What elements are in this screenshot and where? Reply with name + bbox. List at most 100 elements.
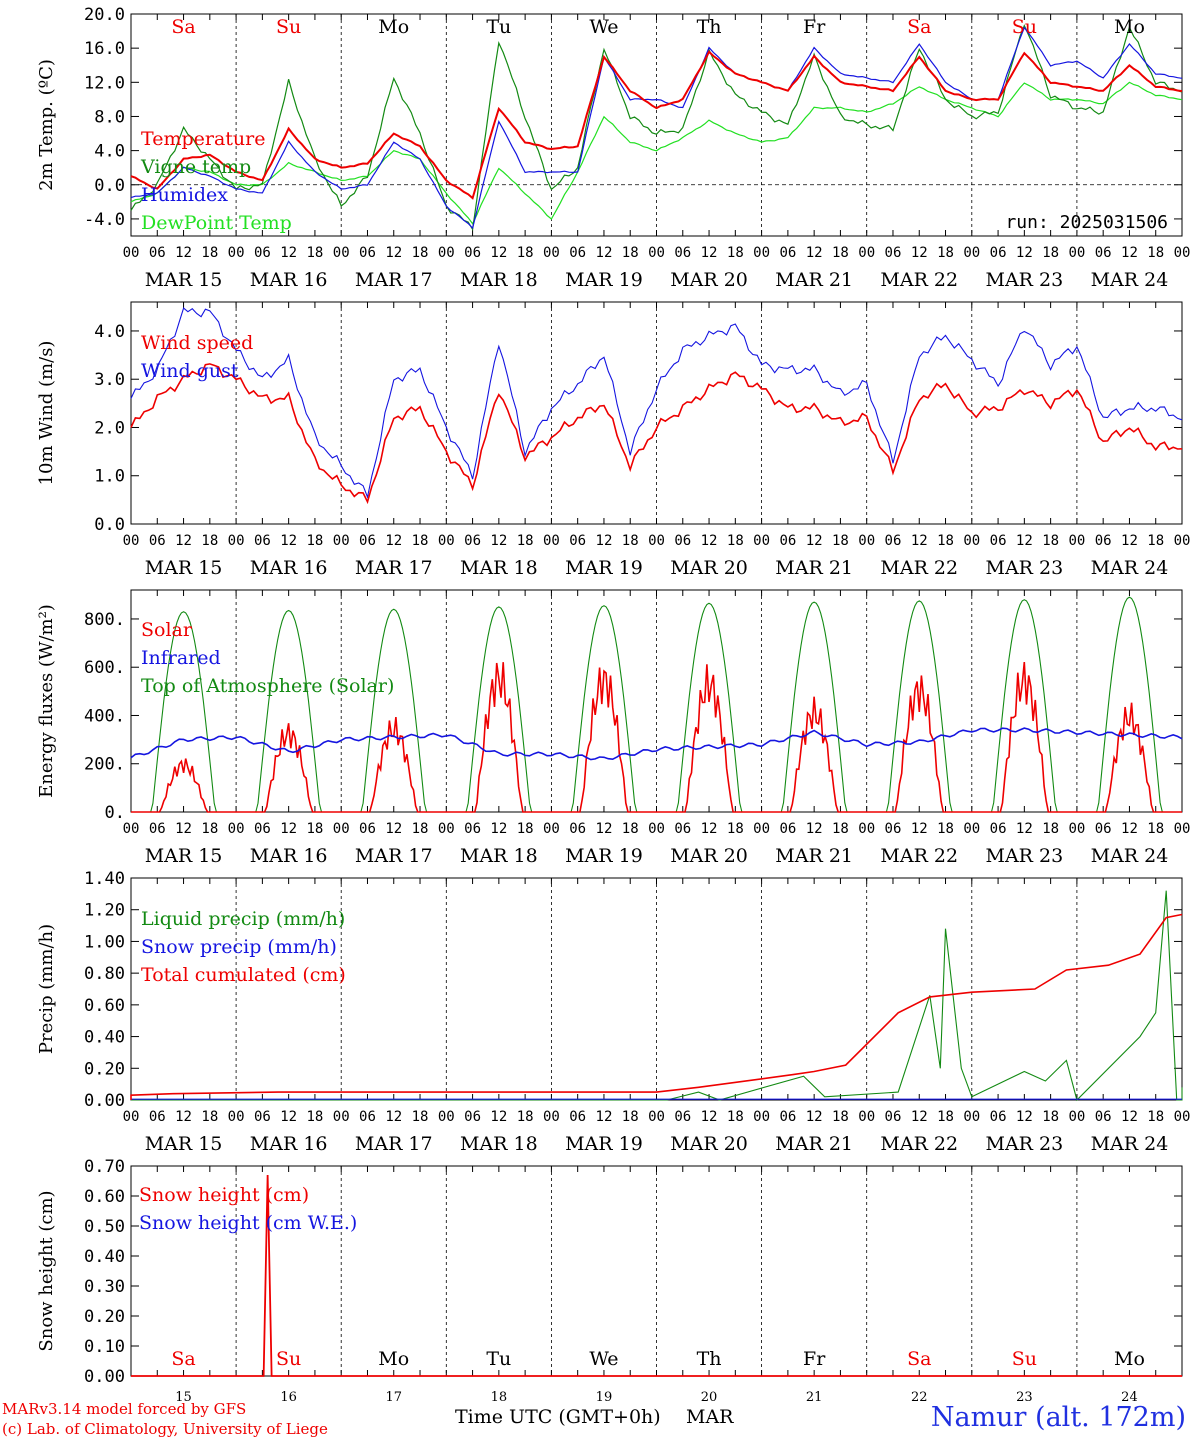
date-label: MAR 16 bbox=[250, 269, 328, 291]
hour-tick-label: 00 bbox=[753, 1109, 770, 1125]
hour-tick-label: 12 bbox=[1121, 1109, 1138, 1125]
date-label: MAR 16 bbox=[250, 557, 328, 579]
date-label: MAR 22 bbox=[880, 269, 958, 291]
hour-tick-label: 00 bbox=[228, 245, 245, 261]
y-tick-label: 400. bbox=[84, 706, 125, 726]
station-name: Namur (alt. 172m) bbox=[930, 1402, 1186, 1433]
y-tick-label: 0.80 bbox=[84, 964, 125, 984]
legend-entry: Snow height (cm W.E.) bbox=[139, 1212, 357, 1234]
series-line-wind-speed bbox=[130, 363, 1183, 505]
hour-tick-label: 18 bbox=[517, 245, 534, 261]
hour-tick-label: 06 bbox=[359, 533, 376, 549]
hour-tick-label: 18 bbox=[1147, 821, 1164, 837]
hour-tick-label: 00 bbox=[333, 533, 350, 549]
hour-tick-label: 00 bbox=[1174, 821, 1191, 837]
hour-tick-label: 12 bbox=[280, 245, 297, 261]
hour-tick-label: 18 bbox=[937, 533, 954, 549]
weekday-label: Fr bbox=[803, 1348, 826, 1370]
y-tick-label: 0.30 bbox=[84, 1277, 125, 1297]
model-credit: MARv3.14 model forced by GFS bbox=[2, 1400, 247, 1418]
hour-tick-label: 18 bbox=[306, 245, 323, 261]
hour-tick-label: 06 bbox=[254, 1109, 271, 1125]
hour-tick-label: 18 bbox=[412, 245, 429, 261]
date-label: MAR 20 bbox=[670, 269, 748, 291]
hour-tick-label: 06 bbox=[885, 1109, 902, 1125]
hour-tick-label: 18 bbox=[1042, 1109, 1059, 1125]
hour-tick-label: 00 bbox=[858, 1109, 875, 1125]
hour-tick-label: 06 bbox=[885, 533, 902, 549]
legend-entry: Snow precip (mm/h) bbox=[141, 936, 337, 958]
hour-tick-label: 12 bbox=[385, 821, 402, 837]
series-line-wind-gust bbox=[130, 307, 1183, 500]
hour-tick-label: 00 bbox=[1068, 1109, 1085, 1125]
hour-tick-label: 18 bbox=[412, 821, 429, 837]
lab-credit: (c) Lab. of Climatology, University of L… bbox=[2, 1420, 328, 1438]
weekday-label: Sa bbox=[171, 16, 195, 38]
hour-tick-label: 00 bbox=[858, 245, 875, 261]
date-label: MAR 23 bbox=[985, 1133, 1063, 1155]
date-label: MAR 15 bbox=[145, 845, 223, 867]
hour-tick-label: 06 bbox=[885, 245, 902, 261]
y-tick-label: 1.20 bbox=[84, 901, 125, 921]
hour-tick-label: 12 bbox=[175, 821, 192, 837]
hour-tick-label: 06 bbox=[990, 821, 1007, 837]
date-label: MAR 19 bbox=[565, 845, 643, 867]
hour-tick-label: 12 bbox=[596, 1109, 613, 1125]
series-line-vigne-temp bbox=[130, 24, 1183, 232]
hour-tick-label: 00 bbox=[228, 1109, 245, 1125]
y-tick-label: 600. bbox=[84, 658, 125, 678]
hour-tick-label: 00 bbox=[963, 245, 980, 261]
hour-tick-label: 12 bbox=[175, 245, 192, 261]
hour-tick-label: 06 bbox=[359, 245, 376, 261]
y-tick-label: 800. bbox=[84, 610, 125, 630]
hour-tick-label: 06 bbox=[464, 533, 481, 549]
hour-tick-label: 06 bbox=[464, 1109, 481, 1125]
hour-tick-label: 18 bbox=[622, 245, 639, 261]
hour-tick-label: 12 bbox=[1121, 533, 1138, 549]
date-label: MAR 18 bbox=[460, 845, 538, 867]
hour-tick-label: 18 bbox=[201, 533, 218, 549]
y-tick-label: 0.20 bbox=[84, 1307, 125, 1327]
y-tick-label: 0.40 bbox=[84, 1028, 125, 1048]
date-label: MAR 16 bbox=[250, 845, 328, 867]
date-label: MAR 22 bbox=[880, 845, 958, 867]
date-label: MAR 16 bbox=[250, 1133, 328, 1155]
hour-tick-label: 18 bbox=[1147, 533, 1164, 549]
y-tick-label: 3.0 bbox=[94, 370, 125, 390]
hour-tick-label: 06 bbox=[359, 821, 376, 837]
legend-entry: Liquid precip (mm/h) bbox=[141, 908, 345, 930]
hour-tick-label: 18 bbox=[832, 245, 849, 261]
date-label: MAR 23 bbox=[985, 269, 1063, 291]
hour-tick-label: 00 bbox=[438, 245, 455, 261]
day-number-label: 24 bbox=[1121, 1390, 1138, 1405]
weekday-label: Fr bbox=[803, 16, 826, 38]
hour-tick-label: 06 bbox=[569, 821, 586, 837]
date-label: MAR 22 bbox=[880, 1133, 958, 1155]
date-label: MAR 17 bbox=[355, 1133, 433, 1155]
day-number-label: 21 bbox=[806, 1390, 823, 1405]
hour-tick-label: 00 bbox=[858, 821, 875, 837]
hour-tick-label: 12 bbox=[911, 533, 928, 549]
hour-tick-label: 00 bbox=[438, 821, 455, 837]
y-axis-label: 2m Temp. (ºC) bbox=[36, 59, 57, 191]
legend-entry: Total cumulated (cm) bbox=[141, 964, 346, 986]
y-tick-label: 20.0 bbox=[84, 5, 125, 25]
weekday-label: Su bbox=[1012, 16, 1037, 38]
hour-tick-label: 06 bbox=[569, 533, 586, 549]
hour-tick-label: 00 bbox=[753, 821, 770, 837]
date-label: MAR 24 bbox=[1091, 1133, 1169, 1155]
y-tick-label: 1.0 bbox=[94, 467, 125, 487]
hour-tick-label: 12 bbox=[1121, 821, 1138, 837]
hour-tick-label: 06 bbox=[464, 245, 481, 261]
hour-tick-label: 12 bbox=[490, 821, 507, 837]
hour-tick-label: 06 bbox=[359, 1109, 376, 1125]
hour-tick-label: 12 bbox=[596, 245, 613, 261]
hour-tick-label: 18 bbox=[1147, 245, 1164, 261]
date-label: MAR 19 bbox=[565, 1133, 643, 1155]
y-tick-label: 0. bbox=[105, 803, 125, 823]
date-label: MAR 20 bbox=[670, 845, 748, 867]
hour-tick-label: 18 bbox=[1042, 533, 1059, 549]
hour-tick-label: 12 bbox=[1016, 245, 1033, 261]
panel-3: 800. 600. 400. 200. 0. Energy fluxes (W/m²) 00… bbox=[36, 589, 1191, 867]
hour-tick-label: 12 bbox=[1121, 245, 1138, 261]
